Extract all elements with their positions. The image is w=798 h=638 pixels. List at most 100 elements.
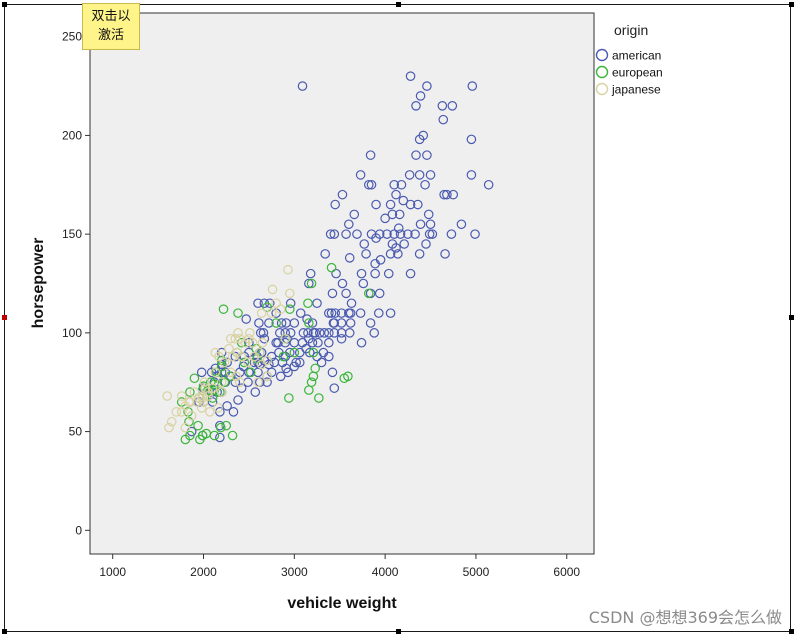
data-point-european	[180, 434, 191, 445]
y-tick-label: 100	[62, 326, 82, 340]
legend-item-japanese[interactable]: japanese	[595, 83, 662, 97]
data-point-european	[198, 381, 209, 391]
legend-title: origin	[614, 22, 648, 38]
data-point-japanese	[225, 333, 236, 344]
data-point-american	[344, 219, 354, 230]
data-point-japanese	[214, 351, 224, 362]
y-tick-label: 250	[62, 30, 82, 44]
series-american	[185, 71, 494, 443]
data-point-american	[314, 328, 325, 338]
data-point-american	[391, 189, 401, 200]
data-point-japanese	[267, 284, 278, 295]
resize-handle-bottom-right[interactable]	[789, 629, 794, 634]
data-point-japanese	[199, 377, 210, 388]
data-point-japanese	[231, 371, 242, 382]
data-point-american	[324, 328, 334, 338]
x-axis-ticks: 1000 2000 3000 4000 5000 6000	[99, 554, 580, 579]
data-point-american	[374, 288, 385, 299]
data-point-american	[422, 150, 432, 160]
x-tick-label: 1000	[99, 565, 126, 579]
resize-handle-top-right[interactable]	[789, 2, 794, 7]
data-point-american	[414, 170, 425, 180]
resize-handle-top-center[interactable]	[396, 2, 401, 7]
resize-handle-bottom-left[interactable]	[2, 629, 7, 634]
data-point-american	[289, 318, 300, 328]
data-point-american	[294, 347, 305, 358]
data-point-american	[470, 229, 480, 239]
data-point-japanese	[189, 387, 200, 397]
data-point-european	[227, 430, 238, 441]
plot-area	[89, 12, 595, 555]
data-point-american	[230, 377, 241, 388]
data-point-european	[189, 373, 200, 384]
data-point-american	[438, 114, 449, 125]
data-point-american	[222, 401, 232, 411]
data-point-american	[395, 229, 406, 239]
data-point-american	[324, 337, 334, 348]
data-point-japanese	[284, 288, 295, 299]
data-point-american	[425, 170, 436, 180]
data-point-american	[346, 298, 357, 309]
resize-handle-middle-left[interactable]	[2, 315, 7, 320]
resize-handle-top-left[interactable]	[2, 2, 7, 7]
data-point-european	[262, 302, 272, 312]
data-point-european	[233, 308, 243, 318]
x-tick-label: 2000	[190, 565, 217, 579]
data-point-american	[415, 219, 426, 230]
data-point-japanese	[271, 298, 281, 309]
data-point-american	[365, 318, 376, 328]
x-tick-label: 4000	[372, 565, 399, 579]
data-point-japanese	[198, 397, 209, 407]
data-point-american	[337, 278, 348, 289]
data-point-american	[370, 268, 380, 279]
data-point-japanese	[245, 328, 255, 338]
data-point-european	[306, 278, 317, 289]
data-point-american	[447, 100, 458, 111]
data-point-american	[394, 209, 405, 220]
data-point-american	[483, 179, 494, 190]
data-point-american	[258, 328, 269, 338]
activate-note[interactable]: 双击以 激活	[82, 3, 140, 50]
data-point-european	[271, 318, 281, 328]
data-point-american	[345, 318, 356, 328]
data-point-european	[303, 298, 313, 309]
data-point-european	[221, 420, 232, 431]
data-point-american	[330, 308, 340, 318]
data-point-american	[324, 351, 334, 362]
data-point-american	[349, 209, 360, 220]
data-point-american	[373, 308, 384, 318]
data-point-japanese	[186, 410, 197, 421]
data-point-american	[244, 337, 254, 348]
legend-item-european[interactable]: european	[595, 66, 663, 80]
y-axis-ticks: 0 50 100 150 200 250	[62, 30, 90, 537]
data-point-american	[466, 170, 477, 180]
data-point-japanese	[230, 333, 241, 344]
data-point-japanese	[213, 403, 223, 413]
data-point-american	[405, 199, 416, 210]
data-point-american	[387, 209, 398, 220]
data-point-american	[327, 288, 338, 299]
data-point-american	[337, 189, 348, 200]
data-point-american	[411, 150, 421, 160]
data-point-japanese	[176, 391, 187, 401]
data-point-european	[278, 351, 289, 362]
data-point-american	[336, 318, 347, 328]
data-point-japanese	[227, 351, 238, 362]
legend[interactable]: origin american european japanese	[595, 22, 663, 97]
legend-label-american: american	[612, 49, 661, 63]
resize-handle-bottom-center[interactable]	[396, 629, 401, 634]
data-point-american	[196, 367, 207, 378]
data-point-american	[439, 189, 449, 200]
data-point-american	[385, 249, 396, 259]
legend-item-american[interactable]: american	[595, 49, 662, 63]
resize-handle-middle-right[interactable]	[789, 315, 794, 320]
data-point-american	[341, 229, 351, 239]
activate-note-line2: 激活	[97, 28, 124, 43]
data-point-american	[398, 195, 409, 206]
data-point-american	[283, 367, 293, 378]
data-point-american	[440, 249, 450, 259]
data-point-american	[298, 328, 309, 338]
data-point-european	[219, 377, 230, 388]
data-point-american	[275, 371, 286, 382]
data-point-american	[403, 229, 413, 239]
